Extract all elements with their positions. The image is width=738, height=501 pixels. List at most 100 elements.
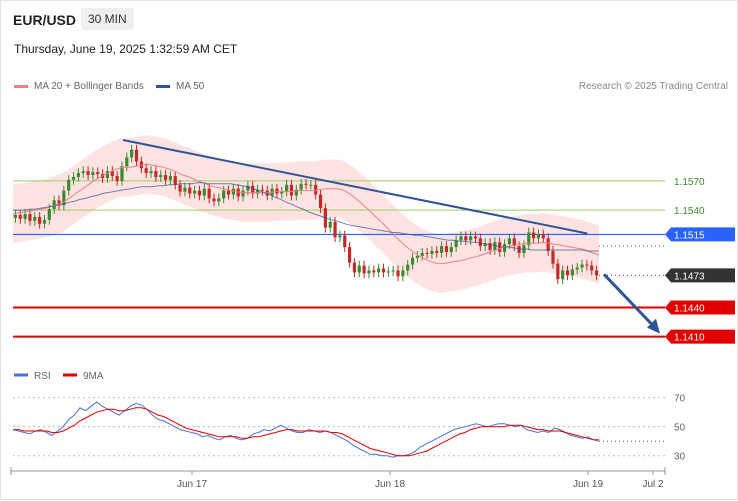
level-tag-support-1 (665, 300, 735, 315)
candle-body (28, 213, 32, 221)
candle-body (309, 184, 313, 186)
ma20-swatch (14, 85, 28, 88)
candle-body (134, 149, 139, 162)
candle-body (507, 238, 512, 245)
candle-body (488, 243, 492, 251)
candle-body (372, 270, 376, 273)
candle-body (493, 242, 497, 251)
projection-arrow-head (647, 318, 660, 334)
candle-body (13, 214, 18, 218)
candle-body (47, 209, 51, 220)
candle-body (425, 252, 429, 254)
candle-body (478, 238, 482, 247)
candle-body (469, 236, 473, 241)
candle-body (502, 244, 507, 252)
level-label-resistance-1: 1.1540 (674, 206, 705, 217)
candle-body (255, 189, 260, 194)
candle-body (377, 268, 381, 273)
candle-body (585, 264, 589, 266)
candle-body (517, 246, 521, 253)
candle-body (163, 175, 168, 180)
candle-body (246, 185, 250, 191)
candle-body (42, 219, 47, 224)
candle-body (251, 185, 255, 194)
level-label-support-1: 1.1440 (674, 303, 705, 314)
candle-body (401, 270, 405, 277)
candle-body (76, 173, 80, 177)
ma50-line (13, 182, 599, 252)
candle-body (561, 270, 565, 280)
candle-body (154, 171, 158, 177)
level-tag-pivot (665, 227, 735, 242)
candle-body (352, 262, 357, 273)
level-label-pivot: 1.1515 (674, 230, 705, 241)
candle-body (391, 270, 395, 272)
candle-body (110, 171, 114, 177)
level-label-resistance-2: 1.1570 (674, 177, 705, 188)
candle-body (454, 240, 458, 248)
candle-body (299, 183, 303, 190)
candle-body (328, 221, 332, 228)
level-tag-support-2 (665, 329, 735, 344)
candle-body (149, 171, 153, 174)
candle-body (144, 168, 148, 174)
candle-body (120, 166, 124, 181)
timeframe-badge[interactable]: 30 MIN (81, 8, 134, 30)
candle-body (532, 232, 536, 239)
candle-body (18, 214, 22, 219)
x-tick-label: Jun 18 (375, 479, 405, 490)
candle-body (207, 188, 211, 199)
rsi-tick-label: 70 (674, 394, 686, 405)
candle-body (173, 176, 177, 185)
candle-body (590, 265, 594, 271)
candle-body (565, 270, 570, 276)
candle-body (362, 265, 366, 274)
candle-body (188, 187, 192, 194)
candle-body (449, 247, 453, 252)
candle-body (594, 270, 599, 276)
projection-arrow-shaft (602, 273, 657, 329)
candle-body (193, 190, 197, 194)
candle-body (338, 235, 342, 238)
level-label-last-price: 1.1473 (674, 271, 705, 282)
rsi-ma-line (13, 407, 599, 457)
candle-body (178, 184, 182, 192)
candle-body (130, 149, 134, 158)
candle-body (62, 190, 66, 206)
candle-body (546, 238, 550, 251)
candle-body (464, 236, 468, 241)
candle-body (197, 190, 202, 196)
candle-body (536, 234, 541, 239)
candle-body (347, 247, 352, 263)
candle-body (541, 234, 545, 239)
candle-body (231, 188, 235, 195)
candle-body (71, 176, 76, 180)
candle-body (435, 250, 439, 253)
candle-body (168, 176, 172, 180)
candle-body (527, 232, 531, 246)
candle-body (473, 236, 478, 239)
candle-body (406, 264, 410, 271)
timestamp: Thursday, June 19, 2025 1:32:59 AM CET (14, 42, 238, 56)
candle-body (556, 263, 560, 280)
symbol-title: EUR/USD (13, 12, 77, 28)
candle-body (52, 200, 56, 210)
candle-body (483, 243, 487, 247)
candle-body (357, 265, 361, 273)
candle-body (91, 172, 95, 176)
candle-body (580, 264, 584, 268)
candle-body (318, 194, 323, 209)
candle-body (96, 172, 100, 175)
candle-body (212, 198, 216, 202)
candle-body (444, 246, 449, 252)
candle-body (125, 157, 129, 167)
x-tick-label: Jun 19 (573, 479, 603, 490)
candle-body (81, 171, 85, 174)
candle-body (498, 242, 502, 252)
credit-text: Research © 2025 Trading Central (578, 81, 728, 92)
candle-body (396, 270, 400, 277)
candle-body (33, 216, 37, 221)
candle-body (314, 184, 318, 195)
candle-body (512, 238, 516, 247)
